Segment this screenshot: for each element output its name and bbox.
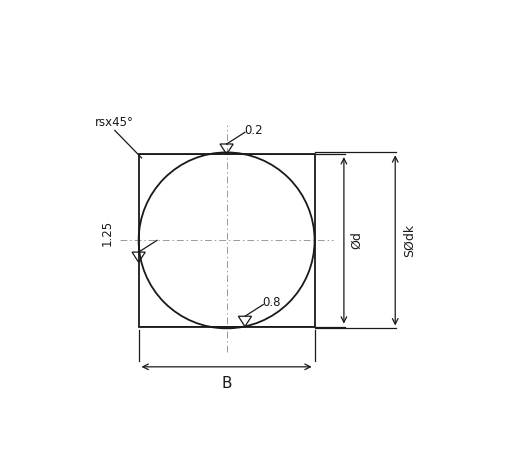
Text: 1.25: 1.25 [101, 220, 114, 246]
Text: rsx45°: rsx45° [95, 116, 134, 129]
Text: 0.8: 0.8 [262, 296, 281, 309]
Bar [139, 154, 315, 327]
Text: 0.2: 0.2 [244, 124, 263, 137]
Text: Ød: Ød [351, 231, 363, 249]
Text: B: B [221, 376, 232, 391]
Text: SØdk: SØdk [403, 224, 416, 257]
